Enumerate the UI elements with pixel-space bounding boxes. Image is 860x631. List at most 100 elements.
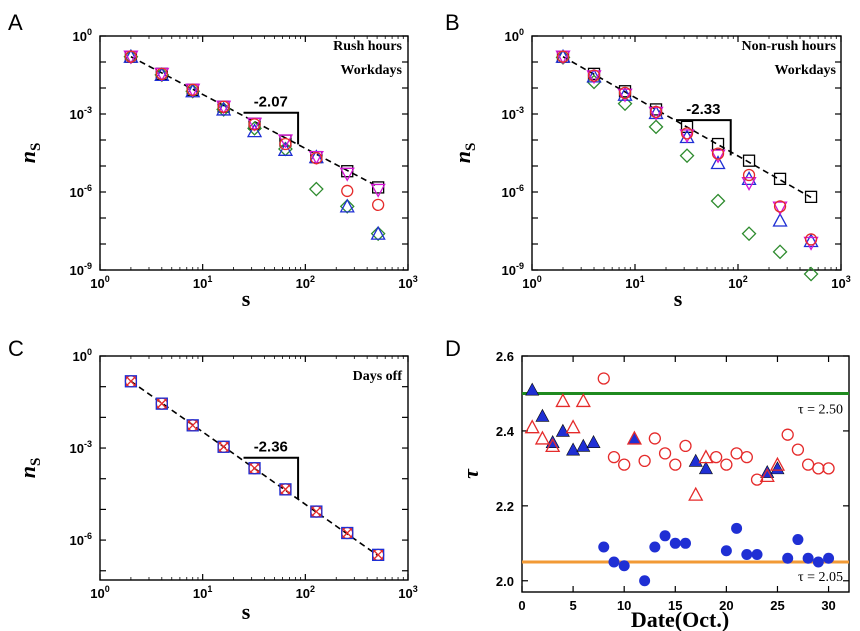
x-tick-label: 15 bbox=[668, 598, 682, 613]
data-point bbox=[555, 423, 570, 437]
x-tick-label: 102 bbox=[296, 584, 315, 601]
data-point bbox=[618, 560, 630, 572]
data-point bbox=[750, 473, 764, 486]
data-point bbox=[155, 67, 168, 81]
panel-annotation: Workdays bbox=[341, 63, 403, 78]
data-point bbox=[370, 183, 386, 198]
data-point bbox=[248, 462, 261, 475]
y-tick-label: 10-3 bbox=[70, 439, 92, 456]
y-tick-label: 10-6 bbox=[70, 531, 92, 548]
data-point bbox=[155, 397, 168, 410]
y-tick-label: 10-9 bbox=[502, 261, 524, 278]
panel-C: CnS s Days off -2.36 bbox=[8, 336, 409, 624]
panel-D: Dτ Date(Oct.) 0 5 10 15 20 25 30 2.0 2.2 2.4 2.6 τ = … bbox=[445, 336, 850, 631]
data-point bbox=[669, 458, 682, 471]
data-point bbox=[586, 435, 601, 448]
data-point bbox=[310, 152, 323, 165]
data-point bbox=[555, 393, 571, 408]
data-point bbox=[803, 266, 819, 282]
y-tick-label: 100 bbox=[505, 27, 524, 44]
x-tick-label: 5 bbox=[569, 598, 576, 613]
data-point bbox=[649, 105, 663, 119]
data-point bbox=[639, 575, 651, 587]
data-point bbox=[575, 393, 591, 408]
data-point bbox=[566, 442, 581, 456]
x-tick-label: 103 bbox=[398, 274, 417, 291]
x-tick-label: 0 bbox=[518, 598, 525, 613]
x-tick-label: 30 bbox=[821, 598, 835, 613]
data-point bbox=[638, 454, 651, 468]
x-tick-label: 102 bbox=[728, 274, 747, 291]
data-point bbox=[587, 69, 601, 82]
data-point bbox=[823, 552, 835, 564]
data-point bbox=[649, 541, 661, 553]
plot-frame bbox=[99, 35, 409, 271]
panel-annotation: Non-rush hours bbox=[741, 39, 836, 54]
data-point bbox=[772, 201, 788, 216]
data-point bbox=[525, 382, 540, 396]
data-point bbox=[341, 527, 354, 539]
series-circle-red bbox=[124, 50, 385, 212]
x-tick-label: 100 bbox=[90, 274, 109, 291]
data-point bbox=[679, 129, 695, 144]
data-point bbox=[598, 541, 610, 553]
data-point bbox=[308, 150, 324, 165]
data-point bbox=[279, 483, 292, 496]
data-point bbox=[370, 225, 386, 240]
data-point bbox=[618, 458, 631, 471]
y-tick-label: 100 bbox=[73, 27, 92, 44]
data-point bbox=[772, 212, 788, 227]
data-point bbox=[618, 86, 632, 100]
data-point bbox=[626, 430, 642, 445]
y-axis-label: nS bbox=[450, 143, 479, 164]
data-point bbox=[339, 198, 355, 213]
data-point bbox=[339, 167, 355, 182]
x-tick-label: 10 bbox=[617, 598, 631, 613]
x-tick-label: 102 bbox=[296, 274, 315, 291]
slope-label: -2.33 bbox=[686, 101, 720, 118]
y-tick-label: 2.6 bbox=[496, 349, 514, 364]
slope-label: -2.36 bbox=[254, 439, 288, 456]
reference-line-label: τ = 2.05 bbox=[798, 570, 843, 585]
data-point bbox=[617, 96, 633, 112]
data-point bbox=[751, 549, 763, 561]
data-point bbox=[741, 171, 757, 186]
series-square-blue bbox=[124, 375, 385, 562]
reference-line-label: τ = 2.50 bbox=[798, 402, 843, 417]
data-point bbox=[740, 450, 753, 464]
data-point bbox=[608, 556, 620, 568]
x-tick-label: 101 bbox=[193, 274, 212, 291]
data-point bbox=[124, 50, 138, 63]
data-point bbox=[710, 149, 726, 164]
panel-letter: D bbox=[445, 336, 461, 361]
data-point bbox=[822, 462, 835, 475]
data-point bbox=[679, 148, 695, 164]
panel-B: BnS s Non-rush hours Workdays -2.33 bbox=[445, 10, 842, 311]
fit-line bbox=[130, 55, 379, 188]
data-point bbox=[627, 431, 642, 445]
x-tick-label: 100 bbox=[90, 584, 109, 601]
data-point bbox=[742, 168, 756, 182]
data-point bbox=[279, 483, 292, 496]
data-point bbox=[216, 102, 232, 117]
panel-annotation: Rush hours bbox=[333, 39, 402, 54]
y-tick-label: 10-3 bbox=[502, 105, 524, 122]
data-point bbox=[804, 233, 818, 246]
data-point bbox=[782, 552, 794, 564]
data-point bbox=[308, 181, 324, 197]
data-point bbox=[372, 548, 385, 562]
y-tick-label: 10-6 bbox=[70, 183, 92, 200]
series-circle-filled-solid_blue bbox=[598, 522, 835, 587]
data-point bbox=[339, 198, 355, 214]
series-triangle-up-filled-solid_blue bbox=[525, 382, 785, 478]
data-point bbox=[772, 244, 788, 260]
slope-bracket bbox=[243, 456, 300, 500]
data-point bbox=[556, 50, 570, 63]
data-point bbox=[534, 430, 551, 445]
slope-bracket bbox=[675, 119, 732, 156]
y-tick-label: 2.0 bbox=[496, 574, 514, 589]
x-tick-label: 103 bbox=[398, 584, 417, 601]
data-point bbox=[370, 226, 386, 242]
data-point bbox=[710, 450, 723, 464]
data-point bbox=[688, 453, 703, 467]
